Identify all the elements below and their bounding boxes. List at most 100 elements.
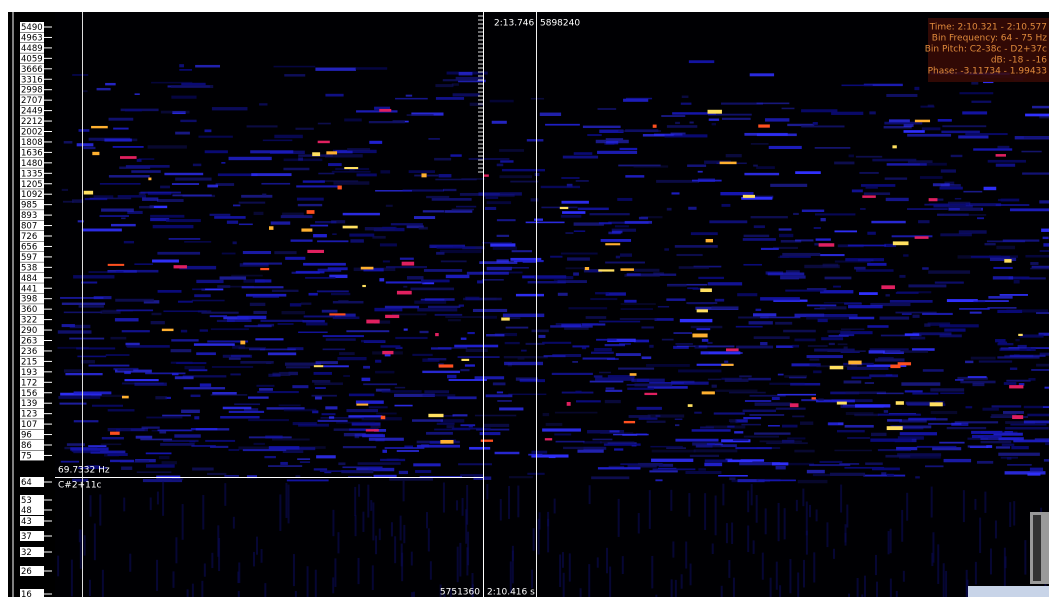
spectral-streak <box>781 424 798 428</box>
spectral-streak <box>485 394 513 398</box>
spectral-streak <box>143 300 160 304</box>
hot-spot <box>1009 385 1024 389</box>
spectral-streak <box>597 107 617 111</box>
spectral-streak <box>928 270 971 274</box>
spectral-streak <box>223 316 249 320</box>
low-streak <box>815 509 818 522</box>
spectral-streak <box>134 93 140 95</box>
scale-label: 2998 <box>21 86 43 96</box>
scale-label-bg <box>20 116 44 127</box>
scale-label: 156 <box>21 389 37 399</box>
spectral-streak <box>141 426 160 429</box>
spectral-streak <box>627 464 657 468</box>
spectral-streak <box>959 92 994 95</box>
scale-label-bg <box>20 293 44 304</box>
low-streak <box>874 554 877 576</box>
spectral-streak <box>674 245 718 248</box>
spectral-streak <box>469 446 491 450</box>
spectral-streak <box>676 253 703 257</box>
spectral-streak <box>562 211 586 214</box>
spectral-streak <box>391 313 427 316</box>
spectral-streak <box>297 458 311 461</box>
spectral-streak <box>478 192 522 196</box>
spectral-streak <box>750 215 788 219</box>
spectral-streak <box>583 441 602 444</box>
spectral-streak <box>215 183 235 186</box>
spectral-streak <box>184 366 205 370</box>
low-streak <box>89 495 92 517</box>
spectral-streak <box>321 309 338 313</box>
scale-label-bg <box>20 105 44 116</box>
hot-spot <box>329 313 346 316</box>
zoom-widget[interactable] <box>968 586 1049 597</box>
hot-spot <box>438 364 454 368</box>
spectral-streak <box>795 171 821 175</box>
spectral-streak <box>164 172 204 176</box>
spectral-streak <box>912 348 935 351</box>
low-streak <box>680 574 683 589</box>
spectral-streak <box>833 285 841 288</box>
spectral-streak <box>339 352 355 356</box>
spectral-streak <box>806 469 825 474</box>
scale-label-bg <box>20 231 44 241</box>
spectral-streak <box>844 302 862 305</box>
spectral-streak <box>625 175 645 178</box>
spectral-streak <box>248 419 289 422</box>
spectral-streak <box>254 279 272 283</box>
spectral-streak <box>666 284 687 287</box>
spectral-streak <box>363 383 398 386</box>
spectral-streak <box>77 355 107 358</box>
spectral-streak <box>337 356 367 361</box>
spectral-streak <box>253 310 267 315</box>
scroll-thumb[interactable] <box>1033 515 1041 581</box>
spectral-streak <box>245 293 287 297</box>
spectral-streak <box>934 281 964 284</box>
spectral-streak <box>998 452 1040 456</box>
spectral-streak <box>848 305 883 309</box>
spectral-streak <box>398 470 408 475</box>
spectral-streak <box>987 307 1017 309</box>
spectral-streak <box>415 470 432 473</box>
spectral-streak <box>531 329 549 333</box>
spectral-streak <box>552 354 582 358</box>
spectral-streak <box>705 425 746 429</box>
spectral-streak <box>965 133 1008 136</box>
spectral-streak <box>412 419 443 422</box>
spectral-streak <box>91 404 123 407</box>
low-streak <box>459 542 462 577</box>
spectral-streak <box>954 197 962 200</box>
low-streak <box>260 549 263 563</box>
spectral-streak <box>436 422 455 425</box>
scale-label-bg <box>20 283 44 294</box>
spectral-streak <box>280 461 288 465</box>
spectral-streak <box>325 93 344 97</box>
low-streak <box>994 520 997 539</box>
spectral-streak <box>66 443 86 446</box>
spectral-streak <box>265 435 283 439</box>
spectral-streak <box>689 454 720 458</box>
scale-label-bg <box>20 178 44 189</box>
cursor-pitch: C#2+11c <box>58 481 102 491</box>
spectral-streak <box>700 302 716 304</box>
spectral-streak <box>331 170 371 173</box>
spectral-streak <box>886 163 927 166</box>
spectral-streak <box>1005 426 1049 430</box>
spectral-streak <box>597 467 641 470</box>
hot-spot <box>725 348 739 352</box>
spectral-streak <box>201 311 239 314</box>
low-streak <box>449 588 452 601</box>
spectral-streak <box>435 178 477 181</box>
spectral-streak <box>801 125 845 128</box>
low-streak <box>456 500 459 511</box>
spectral-streak <box>884 243 897 248</box>
scale-label: 32 <box>21 548 32 558</box>
frequency-scale: 5490496344894059366633162998270724492212… <box>20 22 52 600</box>
spectral-streak <box>595 292 610 295</box>
spectral-streak <box>859 292 878 295</box>
low-streak <box>547 518 550 553</box>
low-streak <box>532 528 535 551</box>
spectral-streak <box>884 177 908 180</box>
spectral-streak <box>604 343 626 347</box>
spectral-streak <box>356 110 398 113</box>
spectral-streak <box>486 201 512 205</box>
